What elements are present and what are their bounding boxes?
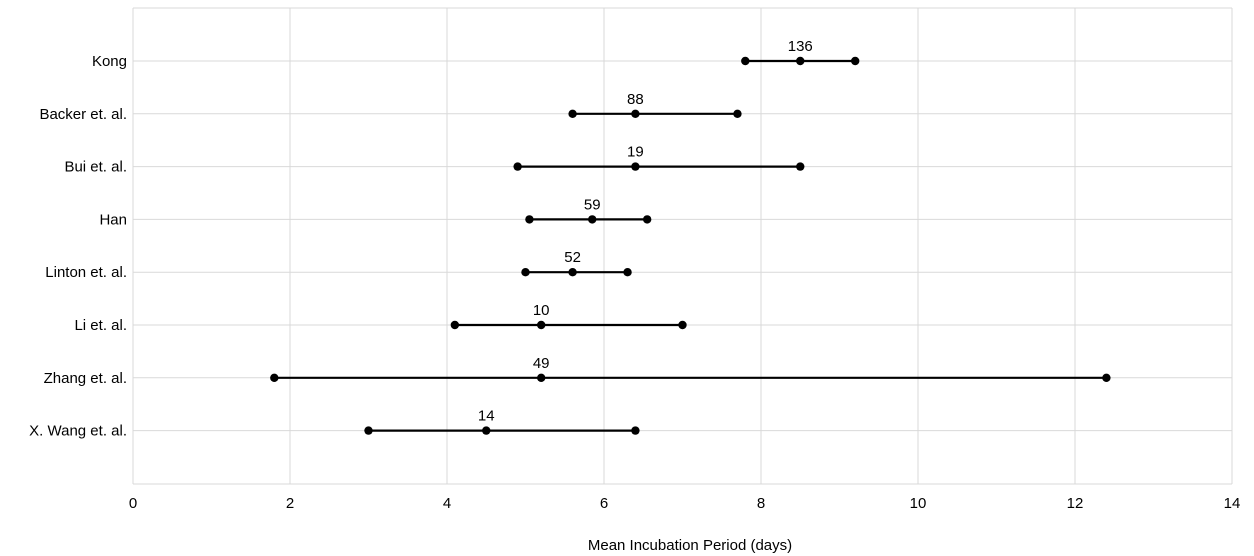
category-label: X. Wang et. al.	[29, 423, 127, 440]
interval-low-point	[270, 373, 279, 382]
mean-point	[631, 109, 640, 119]
interval-high-point	[796, 162, 805, 171]
x-tick-label: 10	[910, 495, 927, 512]
category-label: Kong	[92, 53, 127, 70]
sample-size-label: 59	[584, 196, 601, 213]
interval-low-point	[513, 162, 522, 171]
interval-high-point	[631, 426, 640, 435]
mean-point	[482, 426, 491, 435]
sample-size-label: 88	[627, 91, 644, 108]
interval-high-point	[642, 215, 652, 224]
mean-point	[568, 268, 577, 277]
category-label: Zhang et. al.	[44, 370, 127, 387]
interval-marks: 136 88 19 59 52 10 49 14	[270, 38, 1111, 435]
category-label: Linton et. al.	[45, 264, 127, 281]
category-labels: Kong Backer et. al. Bui et. al. Han Linton e…	[29, 53, 127, 440]
x-tick-label: 12	[1067, 495, 1084, 512]
category-label: Li et. al.	[74, 317, 127, 334]
x-tick-label: 14	[1224, 495, 1241, 512]
x-tick-label: 8	[757, 495, 765, 512]
sample-size-label: 19	[627, 144, 644, 161]
gridlines	[132, 7, 1233, 485]
interval-low-point	[568, 109, 577, 119]
sample-size-label: 14	[478, 408, 495, 425]
mean-point	[588, 215, 597, 224]
interval-low-point	[364, 426, 373, 435]
interval-high-point	[623, 268, 632, 277]
interval-low-point	[525, 215, 534, 224]
sample-size-label: 10	[533, 302, 550, 319]
x-axis-title: Mean Incubation Period (days)	[588, 537, 792, 554]
mean-point	[631, 162, 640, 171]
interval-low-point	[521, 268, 530, 277]
sample-size-label: 49	[533, 355, 550, 372]
x-tick-label: 4	[443, 495, 451, 512]
interval-high-point	[851, 56, 860, 66]
mean-point	[796, 56, 805, 66]
x-tick-label: 2	[286, 495, 294, 512]
interval-low-point	[450, 320, 460, 330]
category-label: Han	[99, 211, 127, 228]
category-label: Backer et. al.	[39, 106, 127, 123]
mean-point	[537, 373, 546, 382]
interval-low-point	[741, 56, 750, 66]
x-tick-labels: 0 2 4 6 8 10 12 14	[129, 495, 1241, 512]
sample-size-label: 52	[564, 249, 581, 266]
interval-high-point	[733, 109, 742, 119]
interval-high-point	[678, 320, 687, 330]
sample-size-label: 136	[788, 38, 813, 55]
category-label: Bui et. al.	[64, 159, 127, 176]
mean-point	[537, 320, 546, 330]
interval-high-point	[1102, 373, 1111, 382]
x-tick-label: 6	[600, 495, 608, 512]
x-tick-label: 0	[129, 495, 137, 512]
